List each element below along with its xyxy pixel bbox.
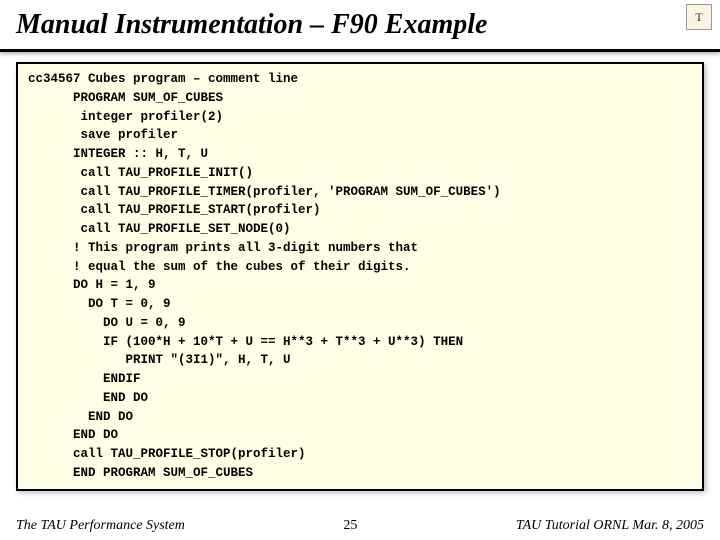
title-bar: Manual Instrumentation – F90 Example T	[0, 0, 720, 52]
code-line: DO U = 0, 9	[28, 314, 692, 333]
code-line: call TAU_PROFILE_INIT()	[28, 164, 692, 183]
code-line: END DO	[28, 426, 692, 445]
code-line: PROGRAM SUM_OF_CUBES	[28, 89, 692, 108]
code-line: ! This program prints all 3-digit number…	[28, 239, 692, 258]
code-line: END DO	[28, 389, 692, 408]
code-line: call TAU_PROFILE_START(profiler)	[28, 201, 692, 220]
code-line: call TAU_PROFILE_SET_NODE(0)	[28, 220, 692, 239]
code-line: END DO	[28, 408, 692, 427]
code-line: ENDIF	[28, 370, 692, 389]
slide-title: Manual Instrumentation – F90 Example	[16, 9, 487, 41]
code-line: call TAU_PROFILE_STOP(profiler)	[28, 445, 692, 464]
code-line: ! equal the sum of the cubes of their di…	[28, 258, 692, 277]
code-line: IF (100*H + 10*T + U == H**3 + T**3 + U*…	[28, 333, 692, 352]
code-line: DO T = 0, 9	[28, 295, 692, 314]
code-line: save profiler	[28, 126, 692, 145]
code-line: PRINT "(3I1)", H, T, U	[28, 351, 692, 370]
slide-number: 25	[343, 518, 357, 534]
code-line: DO H = 1, 9	[28, 276, 692, 295]
slide-footer: The TAU Performance System 25 TAU Tutori…	[0, 518, 720, 534]
logo-badge: T	[686, 4, 712, 30]
footer-left: The TAU Performance System	[16, 518, 185, 534]
footer-right: TAU Tutorial ORNL Mar. 8, 2005	[516, 518, 704, 534]
code-block: cc34567 Cubes program – comment line PRO…	[16, 62, 704, 491]
code-line: INTEGER :: H, T, U	[28, 145, 692, 164]
code-line: call TAU_PROFILE_TIMER(profiler, 'PROGRA…	[28, 183, 692, 202]
code-line: integer profiler(2)	[28, 108, 692, 127]
code-line: END PROGRAM SUM_OF_CUBES	[28, 464, 692, 483]
code-line: cc34567 Cubes program – comment line	[28, 70, 692, 89]
